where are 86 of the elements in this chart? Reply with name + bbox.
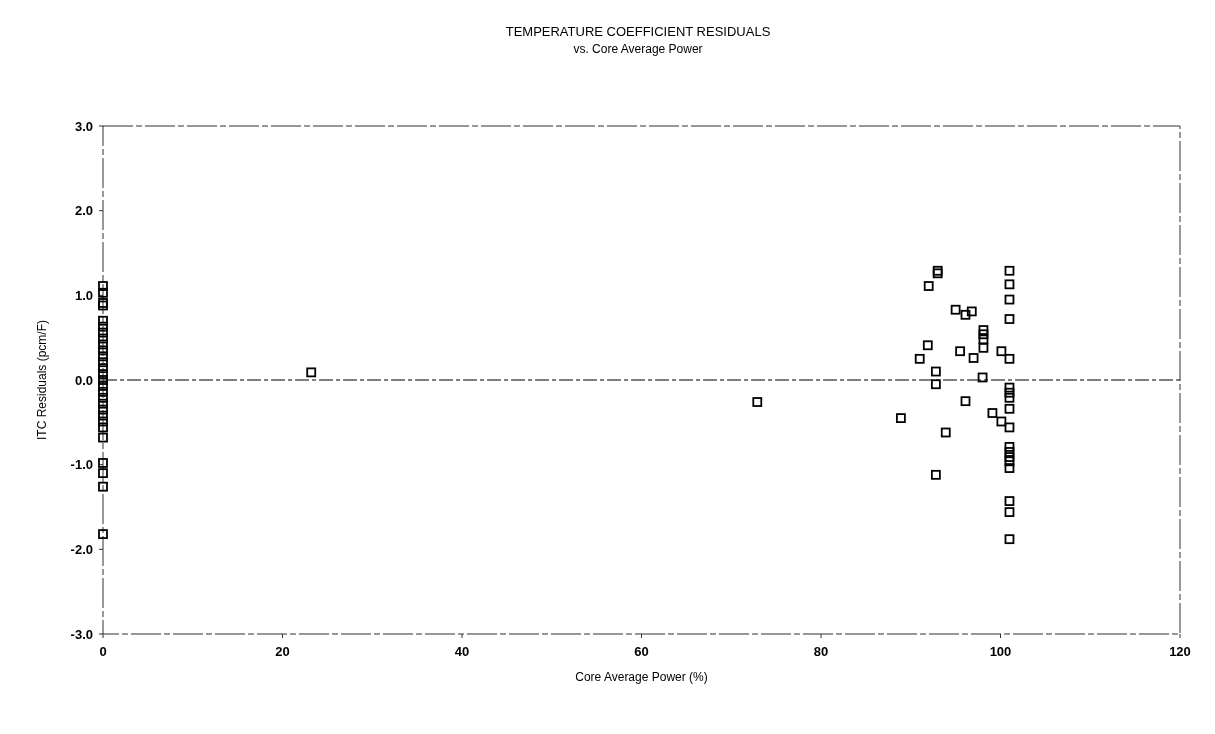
point bbox=[98, 315, 108, 326]
point bbox=[1004, 314, 1015, 324]
point bbox=[98, 481, 108, 492]
point bbox=[1004, 534, 1015, 545]
x-tick-label: 0 bbox=[99, 644, 107, 659]
point bbox=[978, 342, 989, 353]
point bbox=[98, 339, 108, 350]
point bbox=[98, 333, 108, 344]
y-tick-label: 2.0 bbox=[74, 203, 93, 219]
point bbox=[98, 357, 108, 368]
point bbox=[930, 469, 941, 480]
point bbox=[922, 340, 933, 351]
point bbox=[1004, 382, 1015, 393]
point bbox=[996, 416, 1007, 427]
point bbox=[1004, 279, 1015, 290]
point bbox=[1004, 294, 1015, 305]
point bbox=[955, 346, 966, 357]
x-tick-label: 100 bbox=[989, 644, 1012, 659]
point bbox=[1004, 496, 1015, 506]
point bbox=[996, 346, 1007, 357]
point bbox=[1004, 353, 1015, 364]
point bbox=[98, 529, 108, 539]
point bbox=[98, 287, 108, 298]
point bbox=[940, 427, 951, 438]
x-axis-title: Core Average Power (%) bbox=[575, 670, 708, 684]
point bbox=[895, 413, 906, 423]
point bbox=[978, 334, 989, 345]
point bbox=[978, 329, 989, 340]
point bbox=[978, 325, 989, 335]
y-axis-title: ITC Residuals (pcm/F) bbox=[35, 319, 49, 441]
point bbox=[98, 351, 108, 362]
point bbox=[98, 386, 108, 397]
point bbox=[923, 281, 934, 291]
point bbox=[1004, 447, 1015, 457]
point bbox=[960, 396, 971, 407]
point bbox=[98, 410, 108, 421]
point bbox=[1004, 422, 1015, 433]
point bbox=[98, 327, 108, 338]
point bbox=[98, 468, 108, 479]
point bbox=[306, 367, 317, 378]
point bbox=[752, 397, 763, 407]
point bbox=[98, 458, 108, 468]
point bbox=[1004, 507, 1015, 517]
x-tick-label: 40 bbox=[454, 644, 470, 659]
point bbox=[98, 432, 108, 443]
point bbox=[98, 381, 108, 391]
point bbox=[987, 408, 998, 418]
point bbox=[1004, 387, 1015, 398]
point bbox=[1004, 403, 1015, 414]
point bbox=[1004, 456, 1015, 467]
point bbox=[950, 304, 961, 315]
point bbox=[98, 345, 108, 356]
point bbox=[1004, 265, 1015, 276]
y-tick-label: 0.0 bbox=[74, 372, 93, 388]
x-tick-label: 20 bbox=[275, 644, 290, 659]
point bbox=[930, 366, 941, 377]
point bbox=[98, 404, 108, 415]
chart-subtitle: vs. Core Average Power bbox=[573, 42, 703, 56]
point bbox=[98, 422, 108, 433]
point bbox=[98, 281, 108, 291]
point bbox=[98, 321, 108, 332]
x-tick-label: 120 bbox=[1169, 644, 1191, 659]
point bbox=[98, 369, 108, 379]
point bbox=[977, 372, 988, 383]
point bbox=[914, 353, 925, 364]
y-tick-label: -1.0 bbox=[70, 457, 93, 473]
point bbox=[960, 309, 971, 320]
y-tick-label: 1.0 bbox=[74, 287, 93, 303]
y-tick-label: 3.0 bbox=[74, 118, 93, 134]
y-tick-label: -2.0 bbox=[70, 541, 93, 557]
x-tick-label: 80 bbox=[813, 644, 829, 659]
point bbox=[1004, 392, 1015, 403]
point bbox=[930, 379, 941, 390]
point bbox=[966, 306, 977, 317]
point bbox=[1004, 452, 1015, 462]
point bbox=[1004, 463, 1015, 473]
point bbox=[98, 363, 108, 374]
point bbox=[98, 416, 108, 427]
point bbox=[98, 375, 108, 385]
point bbox=[98, 392, 108, 403]
point bbox=[98, 398, 108, 409]
point bbox=[1004, 441, 1015, 452]
y-tick-label: -3.0 bbox=[70, 626, 93, 642]
point bbox=[968, 353, 979, 363]
x-tick-label: 60 bbox=[634, 644, 649, 659]
chart-title: TEMPERATURE COEFFICIENT RESIDUALS bbox=[505, 24, 771, 39]
